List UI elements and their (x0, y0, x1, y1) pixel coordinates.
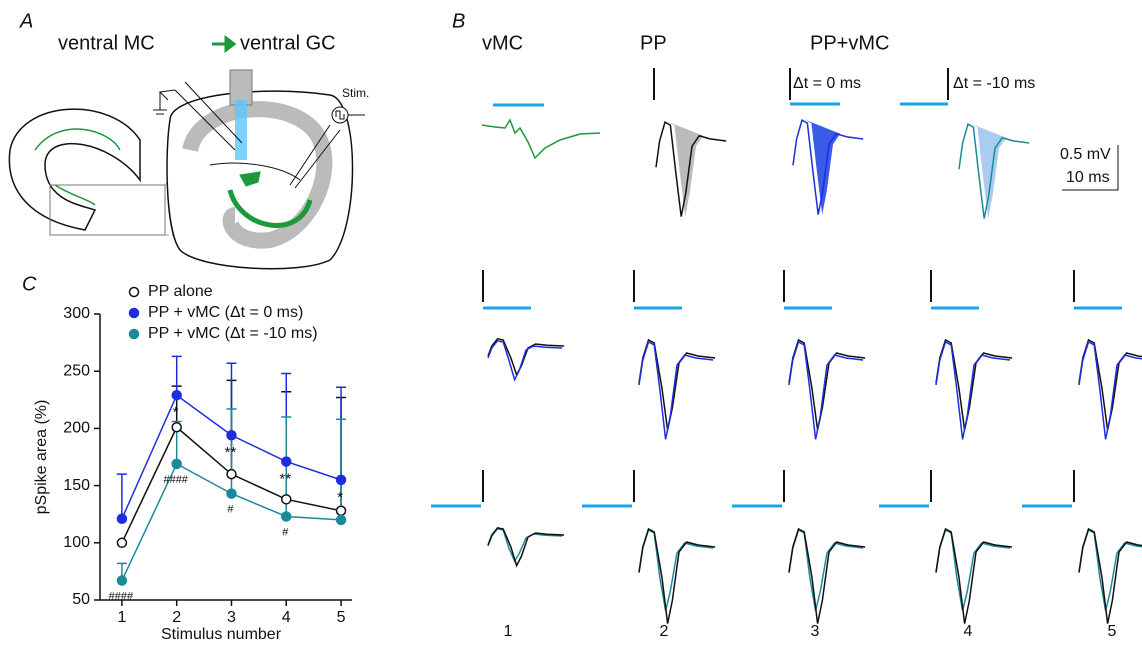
legend-marker (128, 307, 140, 319)
trace (1078, 527, 1142, 624)
legend-marker (128, 286, 140, 298)
point (116, 513, 128, 525)
panel-label: B (452, 10, 465, 32)
trace (487, 337, 565, 377)
annotation: * (173, 404, 179, 421)
stim-number: 4 (964, 623, 973, 640)
point (171, 389, 182, 401)
trace (481, 118, 601, 160)
point (226, 488, 237, 499)
trace (638, 338, 716, 431)
point (281, 494, 292, 505)
chart: 50 100 150 200 250 300 1 2 3 4 5 Stimulus number pSp… (33, 283, 352, 643)
trace-fill (972, 124, 1007, 219)
y-tick-label: 250 (63, 362, 90, 379)
point (335, 505, 347, 517)
stim-number: 1 (504, 623, 513, 640)
trace (788, 527, 866, 624)
y-tick-label: 200 (63, 420, 90, 437)
legend-label: PP + vMC (Δt = 0 ms) (148, 304, 303, 321)
traces (431, 68, 1142, 624)
legend-label: PP alone (148, 283, 213, 300)
trace (958, 122, 1030, 219)
title-from: ventral MC (58, 32, 155, 54)
trace (487, 339, 563, 382)
column-title: PP+vMC (810, 32, 889, 54)
trace (792, 118, 864, 215)
trace (788, 340, 864, 440)
y-tick-label: 50 (72, 591, 90, 608)
annotation: ** (225, 444, 237, 461)
scale-bar (1062, 145, 1119, 191)
x-tick-label: 4 (282, 609, 291, 626)
legend-marker (128, 328, 140, 340)
scale-label: 0.5 mV (1060, 146, 1111, 163)
x-tick-label: 1 (117, 609, 126, 626)
column-title: PP (640, 32, 667, 54)
trace (1078, 340, 1142, 440)
stim-label: Stim. (342, 86, 369, 100)
point (335, 514, 347, 526)
annotation: # (227, 504, 234, 516)
column-title: vMC (482, 32, 523, 54)
y-tick-label: 150 (63, 477, 90, 494)
x-tick-label: 2 (172, 609, 181, 626)
hippocampus-diagram (8, 69, 365, 270)
x-tick-label: 5 (337, 609, 346, 626)
trace (788, 338, 866, 431)
stim-number: 3 (811, 623, 820, 640)
scale-label: 10 ms (1066, 169, 1110, 186)
y-tick-label: 300 (63, 305, 90, 322)
error-bar (336, 418, 347, 520)
annotation: # (282, 526, 289, 538)
title-to: ventral GC (240, 32, 336, 54)
point (281, 511, 292, 522)
trace (1078, 528, 1142, 611)
error-bar (116, 473, 127, 519)
dt-label: Δt = 0 ms (793, 75, 861, 92)
annotation: #### (109, 590, 134, 602)
panel-label: C (22, 273, 37, 295)
point (281, 456, 292, 467)
point (226, 430, 237, 441)
trace (638, 340, 714, 440)
stim-number: 5 (1108, 623, 1117, 640)
x-tick-label: 3 (227, 609, 236, 626)
point (116, 537, 128, 549)
point (335, 474, 347, 486)
stim-number: 2 (660, 623, 669, 640)
legend-label: PP + vMC (Δt = -10 ms) (148, 325, 318, 342)
annotation: * (337, 489, 343, 506)
trace (638, 527, 716, 624)
trace (655, 120, 727, 217)
arrow (212, 35, 237, 53)
error-bar (226, 408, 237, 494)
x-axis-label: Stimulus number (161, 626, 282, 643)
trace (935, 338, 1013, 431)
point (171, 422, 182, 433)
dt-label: Δt = -10 ms (953, 75, 1035, 92)
panel-label: A (19, 10, 33, 32)
trace (935, 340, 1011, 440)
annotation: #### (163, 474, 188, 486)
trace-fill (669, 122, 704, 217)
annotation: ** (279, 471, 291, 488)
y-tick-label: 100 (63, 534, 90, 551)
y-axis-label: pSpike area (%) (33, 400, 50, 515)
point (171, 458, 182, 470)
error-bar (171, 355, 182, 396)
trace (487, 526, 565, 568)
point (116, 575, 128, 586)
point (226, 468, 237, 480)
trace-fill (806, 120, 841, 215)
trace (935, 527, 1013, 624)
